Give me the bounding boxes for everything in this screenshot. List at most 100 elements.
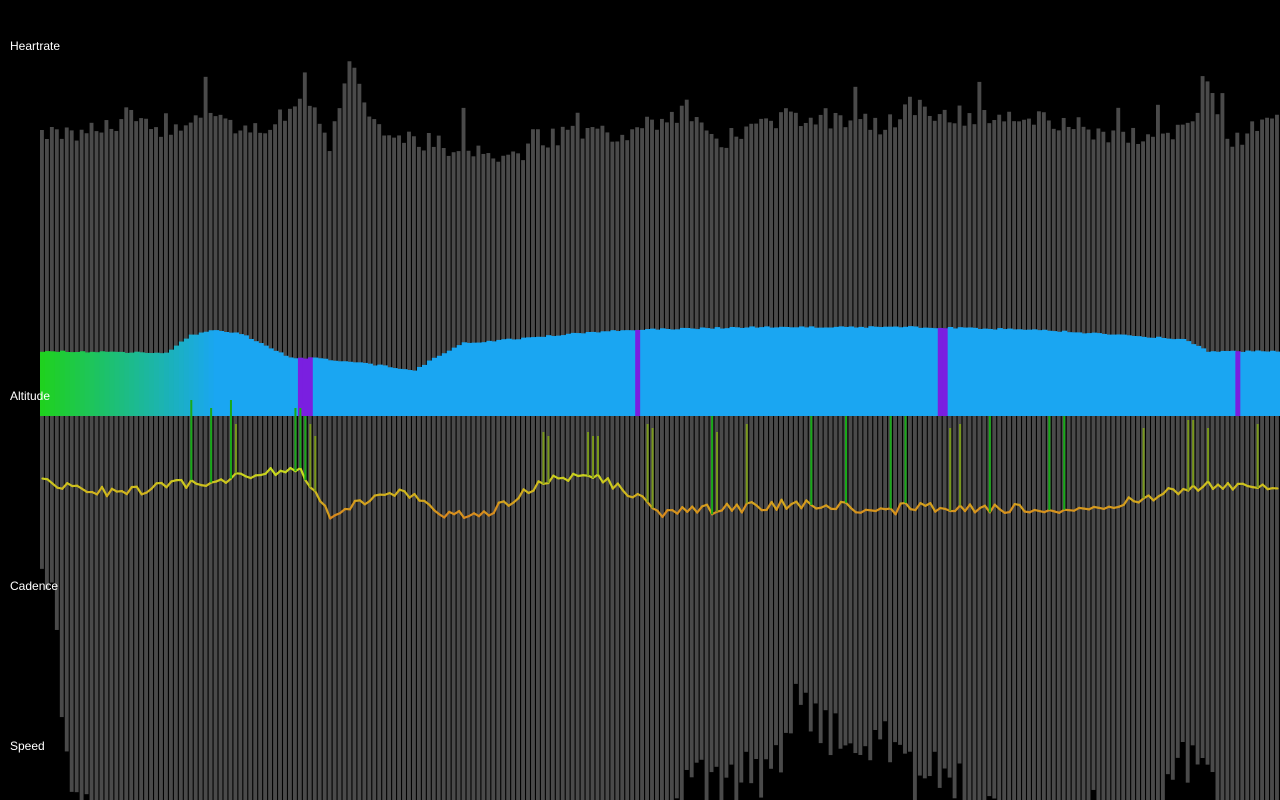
altitude-bar — [660, 328, 666, 416]
sample-stripe — [1022, 120, 1026, 800]
altitude-bar — [953, 328, 959, 416]
sample-stripe — [665, 122, 669, 800]
altitude-bar — [1181, 339, 1187, 416]
sample-stripe — [129, 110, 133, 800]
altitude-bar — [1067, 332, 1073, 416]
altitude-bar — [333, 361, 339, 416]
altitude-bar — [1225, 351, 1231, 416]
altitude-bar — [303, 359, 309, 416]
sample-stripe — [551, 129, 555, 800]
altitude-bar — [1216, 352, 1222, 416]
altitude-bar — [253, 341, 259, 416]
sample-stripe — [868, 130, 872, 760]
altitude-bar — [1131, 336, 1137, 416]
altitude-bar — [233, 332, 239, 416]
altitude-bar — [1042, 330, 1048, 416]
altitude-bar — [997, 328, 1003, 416]
sample-stripe — [119, 119, 123, 800]
altitude-bar — [372, 365, 378, 416]
sample-stripe — [184, 125, 188, 800]
altitude-bar — [576, 333, 582, 416]
sample-stripe — [80, 130, 84, 800]
sample-stripe — [367, 117, 371, 800]
altitude-bar — [1260, 351, 1266, 416]
altitude-bar — [605, 331, 611, 416]
sample-stripe — [169, 135, 173, 800]
sample-stripe — [1017, 121, 1021, 800]
altitude-bar — [1151, 338, 1157, 416]
sample-stripe — [992, 120, 996, 798]
sample-stripe — [1245, 133, 1249, 800]
sample-stripe — [427, 133, 431, 800]
altitude-bar — [804, 327, 810, 416]
sample-stripe — [1111, 130, 1115, 800]
sample-stripe — [1012, 121, 1016, 800]
altitude-bar — [948, 327, 954, 416]
sample-stripe — [159, 137, 163, 800]
altitude-bar — [511, 339, 517, 416]
sample-stripe — [1275, 115, 1279, 800]
sample-stripe — [1225, 139, 1229, 800]
altitude-bar — [432, 358, 438, 416]
altitude-bar — [774, 327, 780, 416]
sample-stripe — [338, 108, 342, 800]
sample-stripe — [1211, 93, 1215, 772]
sample-stripe — [382, 136, 386, 800]
sample-stripe — [134, 121, 138, 800]
sample-stripe — [1146, 134, 1150, 800]
sample-stripe — [685, 100, 689, 770]
sample-stripe — [928, 116, 932, 776]
sample-stripe — [1106, 142, 1110, 800]
altitude-bar — [546, 335, 552, 416]
sample-stripe — [109, 129, 113, 800]
sample-stripe — [1260, 120, 1264, 800]
sample-stripe — [977, 82, 981, 800]
altitude-bar — [1235, 351, 1241, 416]
altitude-bar — [992, 330, 998, 416]
altitude-bar — [630, 330, 636, 416]
sample-stripe — [1121, 132, 1125, 800]
sample-stripe — [357, 84, 361, 800]
altitude-bar — [169, 350, 175, 416]
sample-stripe — [85, 133, 89, 794]
sample-stripe — [829, 128, 833, 755]
altitude-bar — [164, 353, 170, 416]
altitude-bar — [972, 328, 978, 416]
sample-stripe — [447, 156, 451, 800]
altitude-bar — [144, 353, 150, 416]
altitude-bar — [893, 327, 899, 416]
sample-stripe — [194, 115, 198, 800]
altitude-bar — [238, 334, 244, 416]
sample-stripe — [412, 136, 416, 800]
sample-stripe — [531, 129, 535, 800]
sample-stripe — [784, 108, 788, 733]
sample-stripe — [908, 97, 912, 752]
sample-stripe — [268, 130, 272, 800]
sample-stripe — [739, 139, 743, 783]
altitude-bar — [70, 352, 76, 416]
sample-stripe — [1082, 127, 1086, 800]
sample-stripe — [853, 87, 857, 753]
altitude-bar — [293, 358, 299, 416]
altitude-bar — [1245, 351, 1251, 416]
sample-stripe — [397, 135, 401, 800]
altitude-bar — [1166, 339, 1172, 416]
altitude-bar — [382, 365, 388, 416]
sample-stripe — [848, 120, 852, 743]
sample-stripe — [154, 127, 158, 800]
altitude-bar — [883, 327, 889, 416]
altitude-bar — [397, 369, 403, 416]
sample-stripe — [789, 112, 793, 734]
sample-stripe — [913, 115, 917, 800]
sample-stripe — [124, 107, 128, 800]
sample-stripe — [1042, 112, 1046, 800]
altitude-bar — [977, 329, 983, 416]
sample-stripe — [1161, 134, 1165, 800]
sample-stripe — [1201, 76, 1205, 758]
sample-stripe — [501, 156, 505, 800]
sample-stripe — [263, 133, 267, 800]
sample-stripe — [695, 117, 699, 763]
altitude-bar — [898, 327, 904, 416]
altitude-bar — [834, 327, 840, 416]
